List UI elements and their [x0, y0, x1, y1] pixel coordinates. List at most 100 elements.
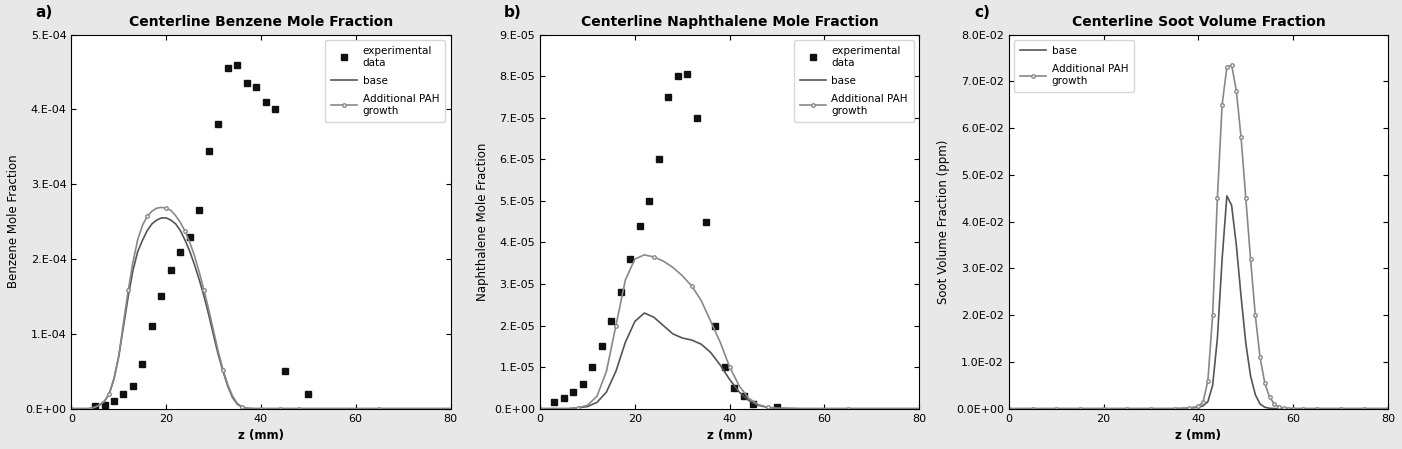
- Additional PAH
growth: [1266, 401, 1283, 407]
- experimental
data: [593, 343, 610, 349]
- experimental
data: [621, 256, 638, 262]
- experimental
data: [545, 400, 562, 405]
- base: [627, 319, 644, 324]
- base: [1200, 399, 1217, 404]
- experimental
data: [698, 219, 715, 224]
- base: [1256, 405, 1273, 410]
- Additional PAH
growth: [1246, 313, 1263, 318]
- experimental
data: [115, 391, 132, 396]
- base: [1284, 406, 1301, 411]
- experimental
data: [651, 157, 667, 162]
- Additional PAH
growth: [655, 259, 672, 264]
- Line: Additional PAH
growth: Additional PAH growth: [538, 253, 921, 410]
- base: [816, 406, 833, 411]
- base: [1266, 406, 1283, 411]
- experimental
data: [219, 66, 236, 71]
- base: [792, 406, 809, 411]
- Additional PAH
growth: [442, 406, 458, 411]
- Line: Additional PAH
growth: Additional PAH growth: [70, 206, 453, 410]
- Additional PAH
growth: [599, 369, 615, 374]
- Additional PAH
growth: [1204, 313, 1221, 318]
- base: [229, 401, 245, 407]
- Additional PAH
growth: [1190, 404, 1207, 409]
- Additional PAH
growth: [607, 323, 624, 328]
- experimental
data: [613, 290, 629, 295]
- Additional PAH
growth: [1143, 406, 1159, 411]
- Additional PAH
growth: [740, 396, 757, 401]
- base: [1023, 406, 1040, 411]
- base: [1332, 406, 1349, 411]
- experimental
data: [565, 389, 582, 395]
- base: [442, 406, 458, 411]
- base: [215, 369, 231, 374]
- base: [1228, 242, 1245, 248]
- experimental
data: [688, 115, 705, 120]
- Additional PAH
growth: [911, 406, 928, 411]
- Additional PAH
growth: [1256, 380, 1273, 386]
- Additional PAH
growth: [1218, 65, 1235, 70]
- Additional PAH
growth: [730, 383, 747, 388]
- experimental
data: [105, 398, 122, 404]
- Additional PAH
growth: [1195, 399, 1211, 404]
- Additional PAH
growth: [1280, 406, 1297, 411]
- base: [768, 405, 785, 411]
- Title: Centerline Naphthalene Mole Fraction: Centerline Naphthalene Mole Fraction: [580, 15, 879, 29]
- Additional PAH
growth: [1047, 406, 1064, 411]
- base: [1190, 405, 1207, 410]
- base: [1380, 406, 1396, 411]
- Additional PAH
growth: [1200, 378, 1217, 383]
- base: [1180, 405, 1197, 411]
- X-axis label: z (mm): z (mm): [1175, 429, 1221, 442]
- experimental
data: [768, 404, 785, 409]
- base: [758, 405, 775, 410]
- experimental
data: [153, 294, 170, 299]
- base: [1232, 294, 1249, 299]
- Legend: experimental
data, base, Additional PAH
growth: experimental data, base, Additional PAH …: [325, 40, 446, 122]
- experimental
data: [641, 198, 658, 203]
- experimental
data: [716, 365, 733, 370]
- Additional PAH
growth: [561, 406, 578, 411]
- Title: Centerline Soot Volume Fraction: Centerline Soot Volume Fraction: [1071, 15, 1325, 29]
- Y-axis label: Benzene Mole Fraction: Benzene Mole Fraction: [7, 155, 20, 288]
- Additional PAH
growth: [1276, 405, 1293, 411]
- base: [683, 337, 700, 343]
- Additional PAH
growth: [215, 367, 231, 372]
- Additional PAH
growth: [1284, 406, 1301, 411]
- base: [645, 314, 662, 320]
- base: [1276, 406, 1293, 411]
- Additional PAH
growth: [617, 277, 634, 282]
- Additional PAH
growth: [589, 393, 606, 399]
- base: [1280, 406, 1297, 411]
- experimental
data: [266, 107, 283, 112]
- Additional PAH
growth: [1252, 355, 1269, 360]
- base: [721, 377, 737, 382]
- Additional PAH
growth: [551, 406, 568, 411]
- base: [1209, 336, 1225, 341]
- base: [1095, 406, 1112, 411]
- Additional PAH
growth: [1260, 394, 1277, 400]
- experimental
data: [660, 94, 677, 100]
- Additional PAH
growth: [750, 402, 767, 407]
- base: [541, 406, 558, 411]
- base: [911, 406, 928, 411]
- base: [674, 335, 691, 341]
- Text: b): b): [503, 4, 522, 20]
- Line: Additional PAH
growth: Additional PAH growth: [1007, 63, 1389, 410]
- experimental
data: [181, 234, 198, 239]
- Additional PAH
growth: [579, 403, 596, 408]
- experimental
data: [200, 148, 217, 153]
- Additional PAH
growth: [645, 254, 662, 260]
- base: [1308, 406, 1325, 411]
- base: [163, 217, 179, 223]
- Additional PAH
growth: [541, 406, 558, 411]
- Title: Centerline Benzene Mole Fraction: Centerline Benzene Mole Fraction: [129, 15, 393, 29]
- experimental
data: [631, 223, 648, 229]
- Line: base: base: [1009, 196, 1388, 409]
- base: [693, 342, 709, 347]
- base: [665, 331, 681, 337]
- Additional PAH
growth: [816, 406, 833, 411]
- Additional PAH
growth: [693, 298, 709, 303]
- Additional PAH
growth: [637, 252, 653, 258]
- base: [617, 339, 634, 345]
- Additional PAH
growth: [229, 401, 245, 406]
